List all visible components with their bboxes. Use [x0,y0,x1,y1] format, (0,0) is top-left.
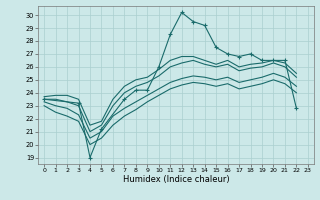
X-axis label: Humidex (Indice chaleur): Humidex (Indice chaleur) [123,175,229,184]
